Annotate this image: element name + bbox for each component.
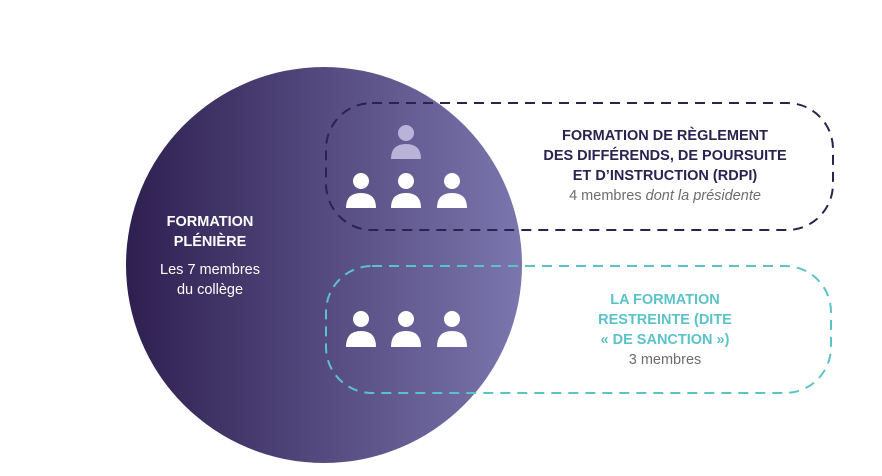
sanction-box — [325, 265, 832, 394]
person-icon — [391, 173, 421, 208]
person-icon — [437, 173, 467, 208]
president-icon — [391, 125, 421, 159]
plenary-desc-2: du collège — [176, 282, 244, 298]
rdpi-title-1: FORMATION DE RÈGLEMENT — [562, 128, 768, 144]
rdpi-members-note: dont la présidente — [645, 188, 761, 204]
person-icon — [437, 311, 467, 347]
plenary-title-2: PLÉNIÈRE — [173, 234, 247, 250]
plenary-circle — [126, 67, 522, 463]
sanction-title-2: RESTREINTE (DITE — [598, 312, 732, 328]
person-icon — [391, 311, 421, 347]
plenary-title-1: FORMATION — [166, 214, 254, 230]
sanction-label: LA FORMATION RESTREINTE (DITE « DE SANCT… — [540, 290, 790, 370]
plenary-desc-1: Les 7 membres — [160, 262, 260, 278]
sanction-title-1: LA FORMATION — [610, 292, 720, 308]
sanction-members: 3 membres — [628, 352, 702, 368]
person-icon — [346, 311, 376, 347]
rdpi-title-3: ET D’INSTRUCTION (RDPI) — [572, 168, 758, 184]
person-icon — [346, 173, 376, 208]
plenary-label: FORMATION PLÉNIÈRE Les 7 membres du coll… — [130, 212, 290, 300]
rdpi-members: 4 membres dont la présidente — [500, 186, 830, 206]
rdpi-box — [325, 102, 834, 231]
sanction-title-3: « DE SANCTION ») — [600, 332, 730, 348]
rdpi-members-count: 4 membres — [569, 188, 646, 204]
rdpi-title-2: DES DIFFÉRENDS, DE POURSUITE — [543, 148, 787, 164]
rdpi-label: FORMATION DE RÈGLEMENT DES DIFFÉRENDS, D… — [500, 126, 830, 206]
